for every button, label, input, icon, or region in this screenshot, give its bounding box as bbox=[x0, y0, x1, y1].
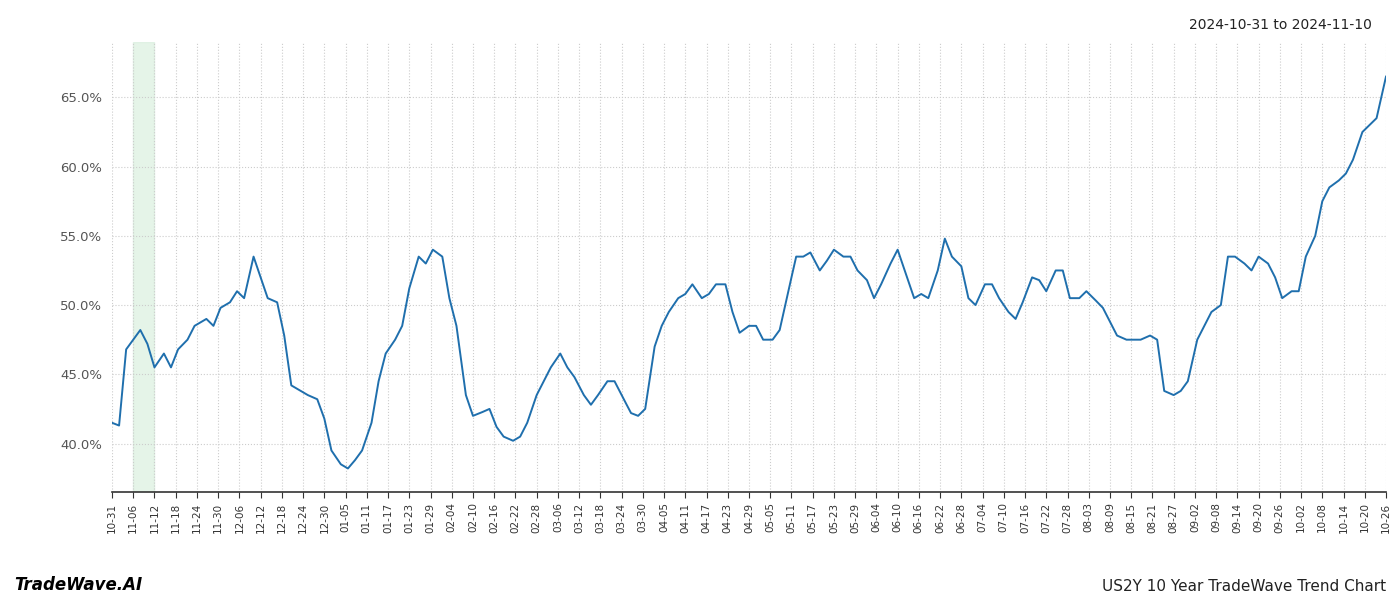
Bar bbox=[133, 42, 154, 492]
Text: US2Y 10 Year TradeWave Trend Chart: US2Y 10 Year TradeWave Trend Chart bbox=[1102, 579, 1386, 594]
Text: TradeWave.AI: TradeWave.AI bbox=[14, 576, 143, 594]
Text: 2024-10-31 to 2024-11-10: 2024-10-31 to 2024-11-10 bbox=[1189, 18, 1372, 32]
